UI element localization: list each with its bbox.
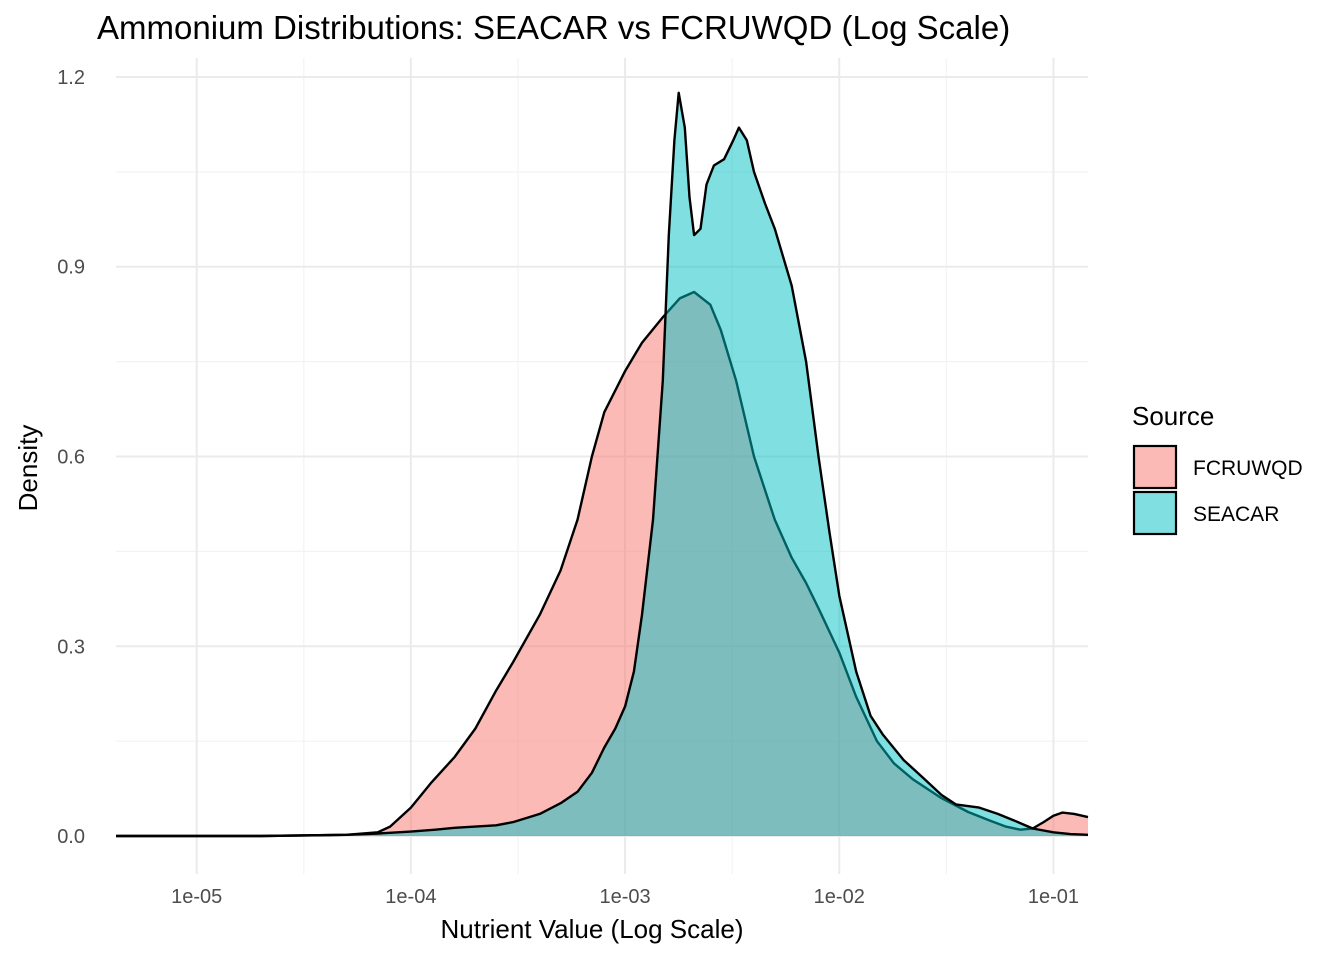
legend-label-fcruwqd: FCRUWQD: [1193, 457, 1303, 480]
x-tick-label: 1e-05: [171, 886, 222, 908]
density-area-seacar: [116, 92, 1088, 837]
x-tick-label: 1e-02: [814, 886, 865, 908]
x-tick-label: 1e-01: [1028, 886, 1079, 908]
legend-label-seacar: SEACAR: [1193, 503, 1279, 526]
y-tick-label: 0.6: [57, 447, 85, 469]
x-tick-label: 1e-03: [599, 886, 650, 908]
legend: Source FCRUWQD SEACAR: [1132, 401, 1303, 536]
y-tick-label: 1.2: [57, 67, 85, 89]
legend-key-fcruwqd: [1132, 444, 1178, 490]
x-tick-label: 1e-04: [385, 886, 436, 908]
legend-title: Source: [1132, 401, 1214, 431]
x-axis-ticks: 1e-05 1e-04 1e-03 1e-02 1e-01: [171, 886, 1079, 908]
x-axis-title: Nutrient Value (Log Scale): [440, 914, 743, 944]
density-areas: [116, 91, 1089, 838]
density-line-seacar: [116, 91, 1089, 838]
legend-key-seacar: [1132, 490, 1178, 536]
y-axis-title: Density: [13, 425, 43, 512]
y-tick-label: 0.9: [57, 257, 85, 279]
y-tick-label: 0.3: [57, 636, 85, 658]
y-tick-label: 0.0: [57, 826, 85, 848]
y-axis-ticks: 0.0 0.3 0.6 0.9 1.2: [57, 67, 85, 848]
chart-title: Ammonium Distributions: SEACAR vs FCRUWQ…: [97, 9, 1010, 46]
